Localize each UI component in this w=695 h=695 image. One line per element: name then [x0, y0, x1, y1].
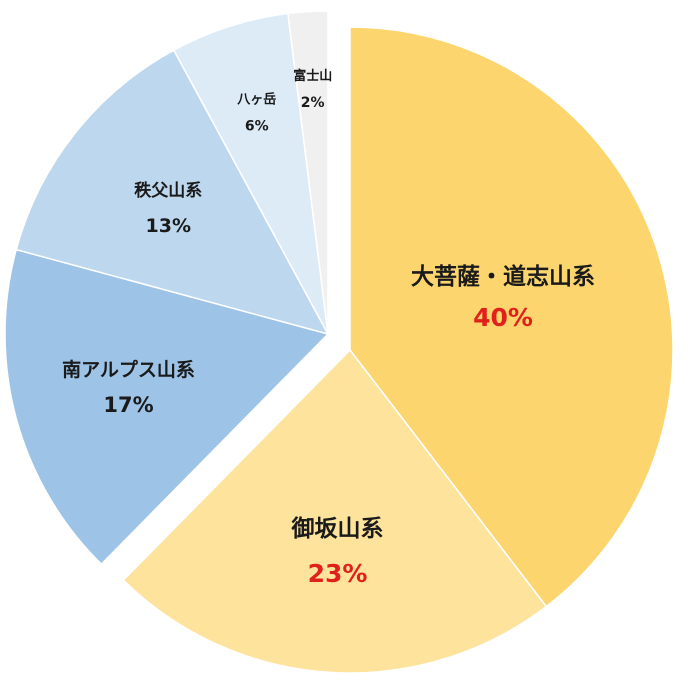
slice-label-0: 大菩薩・道志山系: [411, 263, 595, 290]
pie-slice-3: [15, 49, 330, 336]
pie-slice-1: [122, 348, 548, 674]
slice-label-4: 八ヶ岳: [236, 93, 276, 108]
slice-label-5: 富士山: [293, 68, 332, 84]
pie-slice-5: [287, 10, 329, 335]
slice-percent-0: 40%: [473, 303, 533, 332]
slice-percent-1: 23%: [308, 559, 368, 588]
pie-slice-0: [349, 26, 674, 608]
slice-percent-5: 2%: [301, 95, 325, 111]
pie-slice-4: [172, 12, 329, 335]
slice-label-2: 南アルプス山系: [62, 358, 195, 381]
slice-percent-3: 13%: [146, 215, 191, 237]
slice-label-3: 秩父山系: [134, 181, 202, 201]
pie-slices: [4, 10, 674, 674]
slice-percent-4: 6%: [245, 119, 269, 135]
slice-percent-2: 17%: [103, 393, 153, 417]
pie-labels: 大菩薩・道志山系 40% 御坂山系 23% 南アルプス山系 17% 秩父山系 13% 八ヶ岳 6%…: [62, 68, 595, 588]
slice-label-1: 御坂山系: [291, 515, 384, 542]
pie-slice-2: [4, 248, 330, 566]
